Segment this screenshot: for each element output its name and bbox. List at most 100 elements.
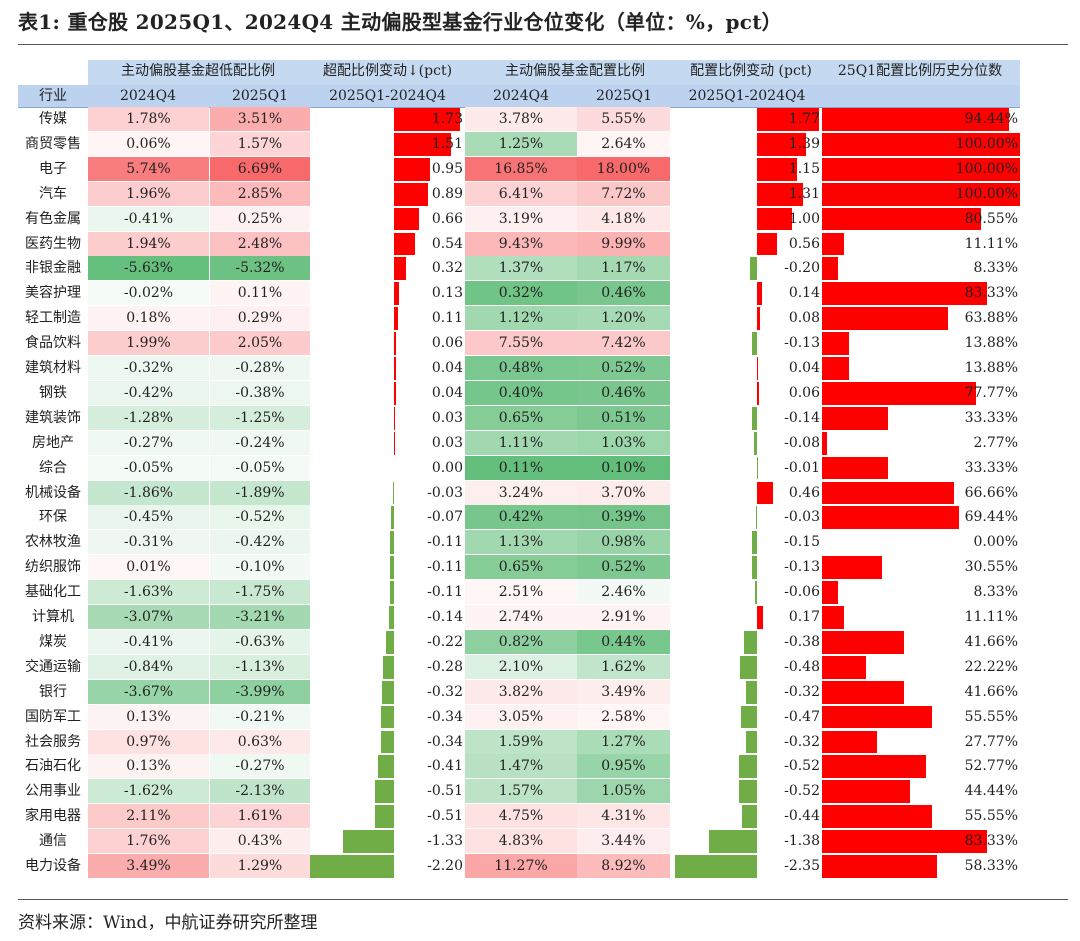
cell-w-2025q1: 2.64% — [577, 131, 670, 156]
value-w-change: -0.01 — [784, 459, 820, 476]
cell-ow-2024q4: 0.18% — [88, 306, 209, 331]
value-w-change: 1.77 — [788, 111, 820, 127]
bar-percentile — [822, 606, 844, 629]
value-w-change: -0.08 — [784, 434, 820, 451]
cell-w-2024q4: 0.32% — [465, 281, 577, 306]
bar-w-change — [757, 357, 759, 380]
cell-w-2025q1: 0.52% — [577, 555, 670, 580]
cell-ow-2024q4: -0.31% — [88, 530, 209, 555]
value-percentile: 83.33% — [964, 285, 1018, 302]
bar-w-change — [740, 655, 757, 679]
value-percentile: 11.11% — [964, 235, 1018, 252]
value-w-change: -2.35 — [784, 858, 820, 874]
cell-w-2025q1: 1.17% — [577, 256, 670, 281]
cell-ow-2024q4: 2.11% — [88, 804, 209, 829]
row-industry: 通信 — [39, 833, 67, 850]
cell-ow-2025q1: -3.21% — [210, 605, 310, 629]
row-industry: 公用事业 — [25, 783, 81, 800]
value-ow-change: 0.32 — [431, 260, 463, 277]
cell-ow-2024q4: -1.62% — [88, 779, 209, 804]
value-percentile: 69.44% — [964, 509, 1018, 526]
row-industry: 汽车 — [39, 185, 67, 202]
cell-w-2024q4: 2.10% — [465, 654, 577, 679]
row-industry: 基础化工 — [25, 584, 81, 601]
bar-w-change — [757, 481, 774, 505]
row-industry: 建筑装饰 — [25, 409, 81, 426]
value-w-change: -0.32 — [784, 683, 820, 700]
bottom-rule — [18, 899, 1068, 900]
value-ow-change: -0.34 — [427, 708, 463, 725]
cell-ow-2024q4: 0.97% — [88, 729, 209, 754]
value-percentile: 13.88% — [964, 335, 1018, 352]
bar-percentile — [822, 506, 960, 530]
cell-ow-2024q4: -1.28% — [88, 405, 209, 430]
cell-ow-2024q4: 3.49% — [88, 854, 209, 878]
value-ow-change: 0.00 — [431, 459, 463, 476]
cell-ow-2025q1: -1.89% — [210, 480, 310, 505]
bar-w-change — [755, 506, 757, 530]
bar-w-change — [754, 431, 757, 455]
cell-ow-2025q1: -0.28% — [210, 356, 310, 380]
top-rule — [18, 44, 1068, 45]
cell-w-2025q1: 3.44% — [577, 829, 670, 854]
value-percentile: 52.77% — [964, 758, 1018, 775]
value-ow-change: -0.41 — [427, 758, 463, 775]
cell-w-2025q1: 0.39% — [577, 505, 670, 530]
value-w-change: -0.44 — [784, 808, 820, 825]
value-w-change: 0.04 — [788, 360, 820, 376]
bar-ow-change — [394, 182, 428, 206]
bar-w-change — [740, 705, 757, 729]
row-industry: 社会服务 — [25, 733, 81, 750]
bar-percentile — [822, 157, 1020, 181]
cell-ow-2025q1: 2.05% — [210, 331, 310, 356]
bar-w-change — [752, 406, 757, 430]
bar-w-change — [674, 855, 757, 878]
cell-ow-2024q4: 0.13% — [88, 754, 209, 779]
bar-percentile — [822, 630, 905, 654]
value-w-change: 0.56 — [788, 235, 820, 252]
value-percentile: 41.66% — [964, 683, 1018, 700]
value-w-change: -0.52 — [784, 783, 820, 800]
cell-ow-2025q1: -0.27% — [210, 754, 310, 779]
value-percentile: 83.33% — [964, 833, 1018, 850]
cell-w-2024q4: 0.42% — [465, 505, 577, 530]
value-percentile: 0.00% — [973, 534, 1018, 551]
cell-ow-2024q4: -0.42% — [88, 380, 209, 405]
bar-percentile — [822, 481, 954, 505]
value-w-change: 0.06 — [788, 384, 820, 401]
value-ow-change: -0.03 — [427, 484, 463, 501]
bar-w-change — [745, 730, 757, 754]
cell-w-2025q1: 1.20% — [577, 306, 670, 331]
cell-w-2025q1: 18.00% — [577, 156, 670, 181]
value-w-change: -0.13 — [784, 559, 820, 576]
value-ow-change: 0.13 — [431, 285, 463, 302]
row-industry: 建筑材料 — [25, 360, 81, 376]
cell-w-2025q1: 3.49% — [577, 679, 670, 704]
value-w-change: 0.46 — [788, 484, 820, 501]
value-ow-change: 0.04 — [431, 384, 463, 401]
header-row-periods: 行业 2024Q4 2025Q1 2025Q1-2024Q4 2024Q4 20… — [18, 85, 1020, 108]
cell-ow-2024q4: -0.45% — [88, 505, 209, 530]
bar-percentile — [822, 132, 1020, 156]
bar-w-change — [708, 830, 757, 853]
cell-ow-2025q1: 1.29% — [210, 854, 310, 878]
row-industry: 传媒 — [39, 111, 67, 127]
row-industry: 医药生物 — [25, 235, 81, 252]
bar-w-change — [741, 805, 757, 829]
bar-percentile — [822, 680, 905, 704]
cell-ow-2025q1: -1.75% — [210, 580, 310, 605]
cell-ow-2025q1: 0.25% — [210, 206, 310, 231]
row-industry: 计算机 — [32, 609, 74, 625]
cell-ow-2025q1: -0.63% — [210, 629, 310, 654]
value-ow-change: -1.33 — [427, 833, 463, 850]
value-ow-change: -0.51 — [427, 808, 463, 825]
cell-ow-2024q4: 5.74% — [88, 156, 209, 181]
value-w-change: 1.00 — [788, 210, 820, 227]
header-w-2024q4: 2024Q4 — [492, 88, 549, 104]
value-ow-change: -0.28 — [427, 658, 463, 675]
bar-percentile — [822, 108, 1009, 131]
bar-w-change — [752, 556, 757, 580]
header-industry: 行业 — [39, 88, 67, 104]
row-industry: 煤炭 — [39, 633, 67, 650]
cell-w-2024q4: 1.11% — [465, 430, 577, 455]
